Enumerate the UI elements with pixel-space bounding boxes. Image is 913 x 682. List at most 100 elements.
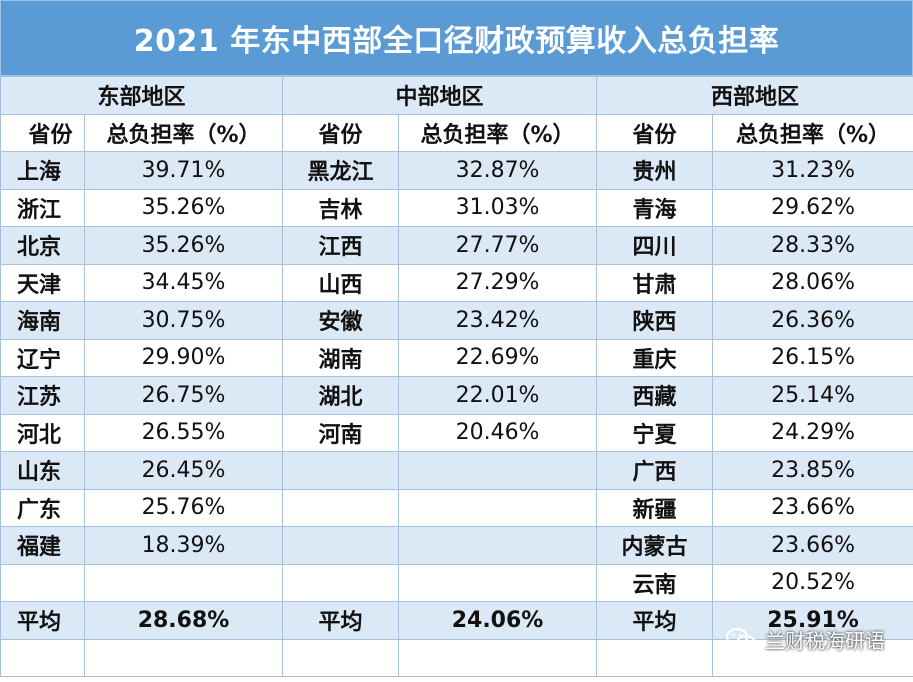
province-central: 黑龙江 — [282, 151, 400, 190]
province-east: 山东 — [0, 451, 85, 490]
rate-central: 27.29% — [398, 263, 598, 302]
rate-central: 22.69% — [398, 338, 598, 377]
rate-east: 30.75% — [83, 301, 284, 340]
empty-cell — [596, 638, 714, 677]
rate-east: 25.76% — [83, 488, 284, 527]
province-central: 湖南 — [282, 338, 400, 377]
header-province-west: 省份 — [596, 113, 714, 152]
province-west: 青海 — [596, 188, 714, 227]
watermark: 兰财税海研语 — [725, 625, 885, 654]
average-label-west: 平均 — [596, 601, 714, 640]
province-east: 上海 — [0, 151, 85, 190]
province-west: 甘肃 — [596, 263, 714, 302]
rate-west: 23.85% — [712, 451, 913, 490]
province-west: 重庆 — [596, 338, 714, 377]
province-central — [282, 563, 400, 602]
table-row: 海南 30.75% 安徽 23.42% 陕西 26.36% — [0, 301, 913, 340]
rate-east: 29.90% — [83, 338, 284, 377]
rate-central — [398, 563, 598, 602]
province-west: 贵州 — [596, 151, 714, 190]
province-central — [282, 526, 400, 565]
average-label-east: 平均 — [0, 601, 85, 640]
header-province-central: 省份 — [282, 113, 400, 152]
rate-west: 29.62% — [712, 188, 913, 227]
province-west: 陕西 — [596, 301, 714, 340]
table-row: 上海 39.71% 黑龙江 32.87% 贵州 31.23% — [0, 151, 913, 190]
rate-west: 23.66% — [712, 488, 913, 527]
empty-cell — [712, 638, 913, 677]
rate-west: 24.29% — [712, 413, 913, 452]
average-label-central: 平均 — [282, 601, 400, 640]
rate-east: 35.26% — [83, 188, 284, 227]
province-west: 新疆 — [596, 488, 714, 527]
province-east: 北京 — [0, 226, 85, 265]
province-central: 安徽 — [282, 301, 400, 340]
province-east: 河北 — [0, 413, 85, 452]
region-header-row: 东部地区 中部地区 西部地区 — [0, 76, 913, 115]
province-central: 河南 — [282, 413, 400, 452]
province-central — [282, 451, 400, 490]
rate-east — [83, 563, 284, 602]
rate-east: 26.45% — [83, 451, 284, 490]
province-east: 海南 — [0, 301, 85, 340]
rate-east: 35.26% — [83, 226, 284, 265]
province-central: 江西 — [282, 226, 400, 265]
province-west: 内蒙古 — [596, 526, 714, 565]
region-east: 东部地区 — [0, 76, 284, 115]
province-west: 西藏 — [596, 376, 714, 415]
table-row: 北京 35.26% 江西 27.77% 四川 28.33% — [0, 226, 913, 265]
rate-central: 27.77% — [398, 226, 598, 265]
rate-west: 28.06% — [712, 263, 913, 302]
rate-west: 23.66% — [712, 526, 913, 565]
rate-central: 23.42% — [398, 301, 598, 340]
rate-east: 39.71% — [83, 151, 284, 190]
table-row: 广东 25.76% 新疆 23.66% — [0, 488, 913, 527]
rate-west: 26.36% — [712, 301, 913, 340]
table-row: 浙江 35.26% 吉林 31.03% 青海 29.62% — [0, 188, 913, 227]
empty-cell — [0, 638, 85, 677]
table-row: 辽宁 29.90% 湖南 22.69% 重庆 26.15% — [0, 338, 913, 377]
province-central — [282, 488, 400, 527]
table-row: 河北 26.55% 河南 20.46% 宁夏 24.29% — [0, 413, 913, 452]
rate-central: 22.01% — [398, 376, 598, 415]
province-central: 湖北 — [282, 376, 400, 415]
province-west: 宁夏 — [596, 413, 714, 452]
province-west: 广西 — [596, 451, 714, 490]
region-central: 中部地区 — [282, 76, 598, 115]
rate-central: 32.87% — [398, 151, 598, 190]
table-row: 山东 26.45% 广西 23.85% — [0, 451, 913, 490]
rate-central — [398, 451, 598, 490]
table-row: 天津 34.45% 山西 27.29% 甘肃 28.06% — [0, 263, 913, 302]
rate-central: 31.03% — [398, 188, 598, 227]
empty-cell — [398, 638, 598, 677]
table-row: 福建 18.39% 内蒙古 23.66% — [0, 526, 913, 565]
average-value-east: 28.68% — [83, 601, 284, 640]
province-east — [0, 563, 85, 602]
table-row: 云南 20.52% — [0, 563, 913, 602]
header-province-east: 省份 — [0, 113, 85, 152]
province-central: 吉林 — [282, 188, 400, 227]
province-east: 辽宁 — [0, 338, 85, 377]
rate-east: 34.45% — [83, 263, 284, 302]
rate-central — [398, 526, 598, 565]
region-west: 西部地区 — [596, 76, 913, 115]
rate-west: 28.33% — [712, 226, 913, 265]
tax-burden-table: 东部地区 中部地区 西部地区 省份 总负担率（%） 省份 总负担率（%） 省份 … — [0, 76, 913, 677]
rate-east: 18.39% — [83, 526, 284, 565]
watermark-text: 兰财税海研语 — [765, 629, 885, 653]
rate-west: 31.23% — [712, 151, 913, 190]
rate-central — [398, 488, 598, 527]
province-west: 云南 — [596, 563, 714, 602]
table-title: 2021 年东中西部全口径财政预算收入总负担率 — [0, 0, 913, 76]
rate-east: 26.55% — [83, 413, 284, 452]
header-rate-east: 总负担率（%） — [83, 113, 284, 152]
empty-cell — [83, 638, 284, 677]
province-east: 浙江 — [0, 188, 85, 227]
average-row: 平均 28.68% 平均 24.06% 平均 25.91% — [0, 601, 913, 640]
empty-row — [0, 638, 913, 677]
province-west: 四川 — [596, 226, 714, 265]
rate-east: 26.75% — [83, 376, 284, 415]
table-row: 江苏 26.75% 湖北 22.01% 西藏 25.14% — [0, 376, 913, 415]
province-east: 江苏 — [0, 376, 85, 415]
